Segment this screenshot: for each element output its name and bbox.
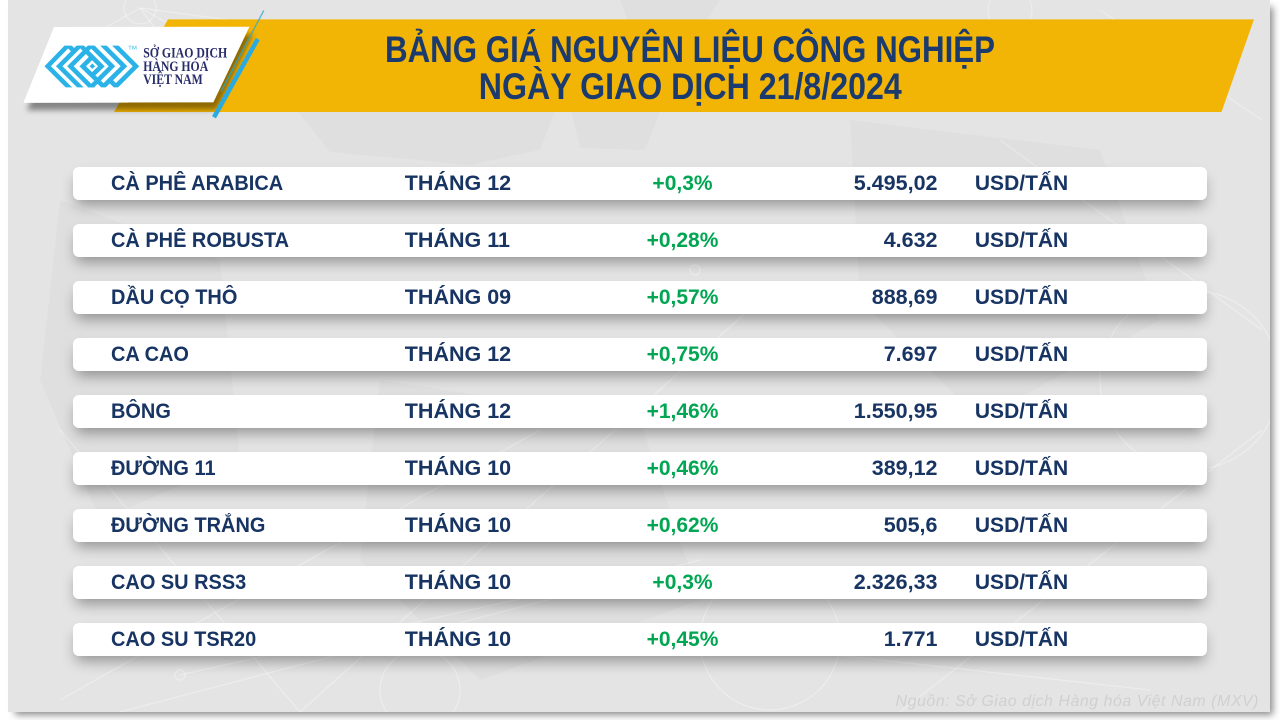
svg-text:BẢNG GIÁ NGUYÊN LIỆU CÔNG NGHI: BẢNG GIÁ NGUYÊN LIỆU CÔNG NGHIỆP: [385, 28, 995, 70]
svg-text:NGÀY GIAO DỊCH 21/8/2024: NGÀY GIAO DỊCH 21/8/2024: [479, 65, 902, 107]
svg-text:HÀNG HÓA: HÀNG HÓA: [143, 58, 208, 75]
svg-text:VIỆT NAM: VIỆT NAM: [143, 71, 203, 88]
svg-text:SỞ GIAO DỊCH: SỞ GIAO DỊCH: [143, 44, 228, 61]
svg-text:™: ™: [128, 45, 138, 56]
